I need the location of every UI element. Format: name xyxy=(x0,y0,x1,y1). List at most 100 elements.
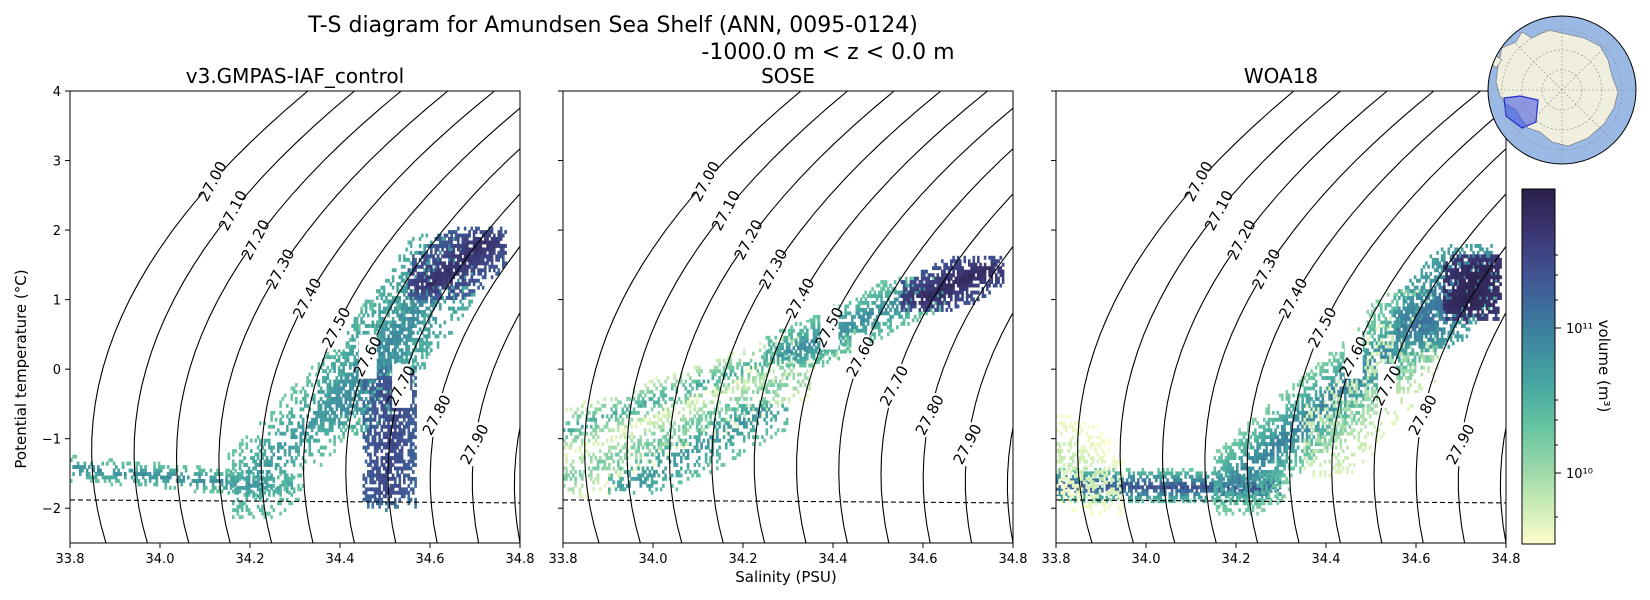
histogram-cell xyxy=(851,314,854,319)
histogram-cell xyxy=(342,355,345,360)
histogram-cell xyxy=(155,468,159,473)
histogram-cell xyxy=(319,421,323,426)
histogram-cell xyxy=(412,330,415,335)
histogram-cell xyxy=(290,431,294,436)
histogram-cell xyxy=(232,449,235,453)
histogram-cell xyxy=(495,271,498,276)
histogram-cell xyxy=(326,383,330,387)
histogram-cell xyxy=(252,483,255,488)
histogram-cell xyxy=(367,424,370,429)
histogram-cell xyxy=(425,244,429,248)
histogram-cell xyxy=(936,294,940,298)
histogram-cell xyxy=(162,475,165,480)
histogram-cell xyxy=(947,283,951,288)
histogram-cell xyxy=(421,341,424,346)
histogram-cell xyxy=(454,282,458,287)
histogram-cell xyxy=(425,250,429,255)
histogram-cell xyxy=(396,490,399,495)
histogram-cell xyxy=(299,400,303,405)
histogram-cell xyxy=(229,480,233,485)
histogram-cell xyxy=(297,421,300,426)
histogram-cell xyxy=(950,287,953,291)
histogram-cell xyxy=(920,301,924,305)
histogram-cell xyxy=(144,465,147,469)
histogram-cell xyxy=(367,470,370,474)
histogram-cell xyxy=(322,379,325,384)
histogram-cell xyxy=(394,480,397,485)
histogram-cell xyxy=(306,424,309,429)
y-tick-label: −1 xyxy=(42,433,61,448)
histogram-cell xyxy=(452,237,456,241)
histogram-cell xyxy=(686,390,690,394)
histogram-cell xyxy=(774,351,778,356)
histogram-cell xyxy=(412,490,415,495)
histogram-cell xyxy=(457,317,460,321)
histogram-cell xyxy=(828,356,832,361)
histogram-cell xyxy=(209,489,213,494)
histogram-cell xyxy=(301,421,305,426)
histogram-cell xyxy=(443,282,447,287)
histogram-cell xyxy=(772,390,775,394)
histogram-cell xyxy=(639,417,643,422)
histogram-cell xyxy=(774,379,778,384)
histogram-cell xyxy=(450,247,453,252)
histogram-cell xyxy=(434,244,438,248)
histogram-cell xyxy=(259,470,262,474)
histogram-cell xyxy=(698,407,701,412)
histogram-cell xyxy=(623,403,627,408)
density-contour-line xyxy=(471,311,520,543)
histogram-cell xyxy=(391,424,395,429)
histogram-cell xyxy=(326,431,330,436)
histogram-cell xyxy=(740,365,744,370)
histogram-cell xyxy=(326,355,330,360)
histogram-cell xyxy=(355,379,359,384)
histogram-cell xyxy=(709,369,712,374)
histogram-cell xyxy=(245,508,249,513)
histogram-cell xyxy=(326,400,330,405)
histogram-cell xyxy=(288,417,291,422)
histogram-cell xyxy=(407,324,411,328)
histogram-cell xyxy=(950,297,953,302)
histogram-cell xyxy=(914,301,917,305)
histogram-cell xyxy=(869,308,872,312)
histogram-cell xyxy=(398,296,402,300)
histogram-cell xyxy=(358,383,361,387)
histogram-cell xyxy=(918,294,922,298)
histogram-cell xyxy=(641,417,645,422)
histogram-cell xyxy=(637,410,640,415)
histogram-cell xyxy=(353,376,357,380)
histogram-cell xyxy=(698,417,701,422)
histogram-cell xyxy=(369,390,372,394)
histogram-cell xyxy=(378,351,381,356)
histogram-cell xyxy=(369,459,372,464)
histogram-cell xyxy=(394,497,397,502)
histogram-cell xyxy=(614,414,618,419)
histogram-cell xyxy=(758,376,762,380)
histogram-cell xyxy=(277,490,280,495)
histogram-cell xyxy=(394,306,397,311)
histogram-cell xyxy=(452,271,456,276)
histogram-cell xyxy=(135,472,138,476)
histogram-cell xyxy=(412,362,415,367)
histogram-cell xyxy=(630,452,634,457)
histogram-cell xyxy=(412,264,415,269)
histogram-cell xyxy=(362,403,366,408)
histogram-cell xyxy=(380,403,384,408)
histogram-cell xyxy=(423,299,426,304)
histogram-cell xyxy=(128,468,132,473)
histogram-cell xyxy=(869,311,872,316)
histogram-cell xyxy=(412,278,415,283)
histogram-cell xyxy=(346,355,350,360)
histogram-cell xyxy=(396,299,399,304)
histogram-cell xyxy=(328,386,332,391)
histogram-cell xyxy=(432,289,435,294)
histogram-cell xyxy=(466,285,469,290)
histogram-cell xyxy=(860,314,863,319)
histogram-cell xyxy=(479,257,483,262)
histogram-cell xyxy=(754,362,757,367)
histogram-cell xyxy=(344,355,348,360)
histogram-cell xyxy=(398,442,402,447)
histogram-cell xyxy=(812,332,816,337)
histogram-cell xyxy=(425,337,429,342)
histogram-cell xyxy=(684,386,688,391)
